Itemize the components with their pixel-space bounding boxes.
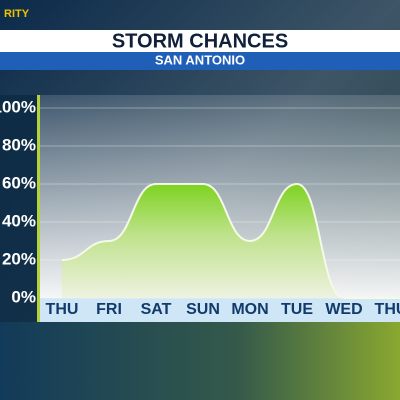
chart-subtitle: SAN ANTONIO xyxy=(155,52,245,67)
y-tick-label: 60% xyxy=(2,173,36,192)
x-tick-label: THU xyxy=(375,301,400,318)
x-tick-label: SUN xyxy=(186,301,220,318)
area-edge xyxy=(61,182,400,299)
x-axis-band xyxy=(40,298,400,322)
chart-title: STORM CHANCES xyxy=(112,30,288,52)
x-tick-label: THU xyxy=(46,301,79,318)
x-tick-label: FRI xyxy=(96,301,122,318)
x-tick-label: WED xyxy=(325,301,362,318)
x-tick-label: MON xyxy=(231,301,268,318)
y-tick-label: 0% xyxy=(11,287,36,306)
y-tick-label: 100% xyxy=(0,97,36,116)
y-axis-panel xyxy=(0,95,38,322)
y-tick-label: 80% xyxy=(2,135,36,154)
y-tick-label: 40% xyxy=(2,211,36,230)
y-axis-rule xyxy=(37,95,40,322)
logo: RITY xyxy=(4,8,30,20)
x-tick-label: TUE xyxy=(281,301,313,318)
area xyxy=(62,184,400,298)
y-tick-label: 20% xyxy=(2,249,36,268)
x-tick-label: SAT xyxy=(141,301,172,318)
bottom-band xyxy=(0,322,400,400)
title-bar xyxy=(0,30,400,52)
subtitle-bar xyxy=(0,52,400,70)
plot xyxy=(40,107,400,299)
